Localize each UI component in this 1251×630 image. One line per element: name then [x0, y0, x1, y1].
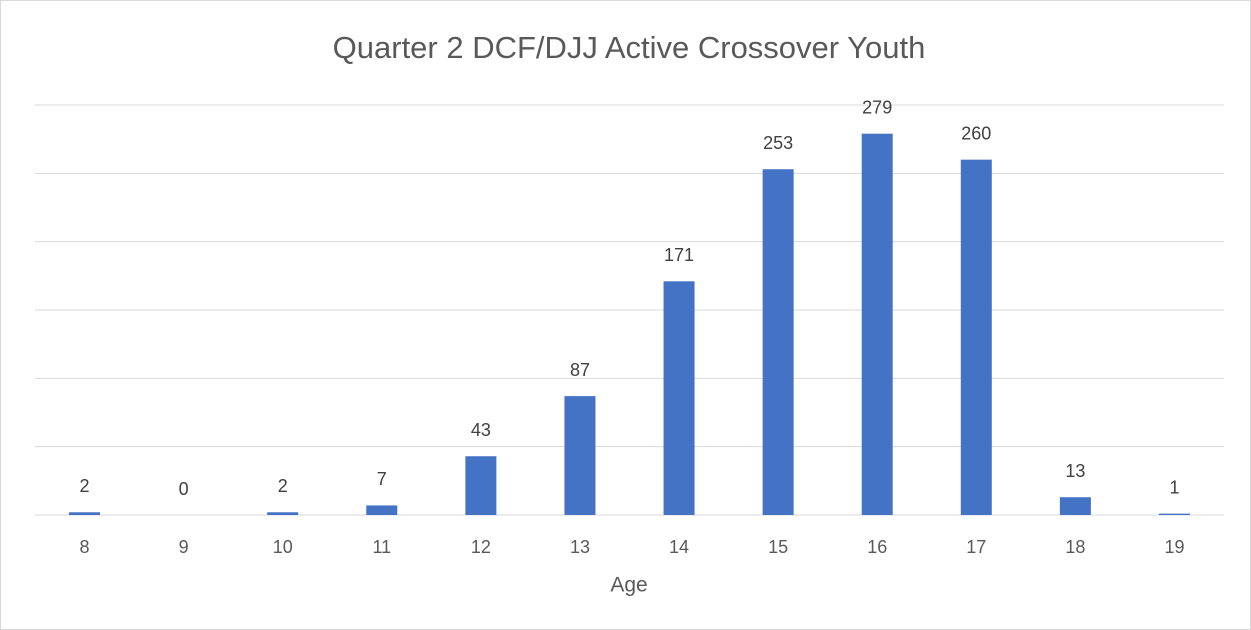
data-label: 87: [570, 360, 590, 380]
x-tick-label: 14: [669, 537, 689, 557]
data-label: 253: [763, 133, 793, 153]
x-tick-label: 15: [768, 537, 788, 557]
x-tick-label: 12: [471, 537, 491, 557]
data-label: 2: [80, 476, 90, 496]
bar: [1158, 513, 1190, 515]
data-label: 260: [961, 123, 991, 143]
chart-title: Quarter 2 DCF/DJJ Active Crossover Youth: [333, 30, 926, 65]
x-tick-label: 16: [867, 537, 887, 557]
data-label: 279: [862, 97, 892, 117]
bar: [267, 512, 299, 515]
x-tick-label: 10: [273, 537, 293, 557]
x-tick-label: 17: [966, 537, 986, 557]
bar: [960, 159, 992, 515]
data-label: 0: [179, 479, 189, 499]
bar: [762, 169, 794, 515]
data-label: 2: [278, 476, 288, 496]
x-tick-label: 19: [1164, 537, 1184, 557]
bar: [861, 133, 893, 515]
x-tick-label: 8: [80, 537, 90, 557]
bar: [1059, 497, 1091, 515]
data-label: 171: [664, 245, 694, 265]
x-tick-label: 9: [179, 537, 189, 557]
x-tick-label: 13: [570, 537, 590, 557]
x-axis-title: Age: [610, 574, 647, 597]
x-tick-label: 11: [372, 537, 391, 557]
bar: [366, 505, 398, 515]
bar: [663, 281, 695, 515]
data-label: 7: [377, 469, 387, 489]
bar: [69, 512, 101, 515]
data-label: 1: [1169, 477, 1179, 497]
data-label: 43: [471, 420, 491, 440]
bar: [564, 396, 596, 515]
data-label: 13: [1065, 461, 1085, 481]
bar: [465, 456, 497, 515]
x-tick-label: 18: [1065, 537, 1085, 557]
